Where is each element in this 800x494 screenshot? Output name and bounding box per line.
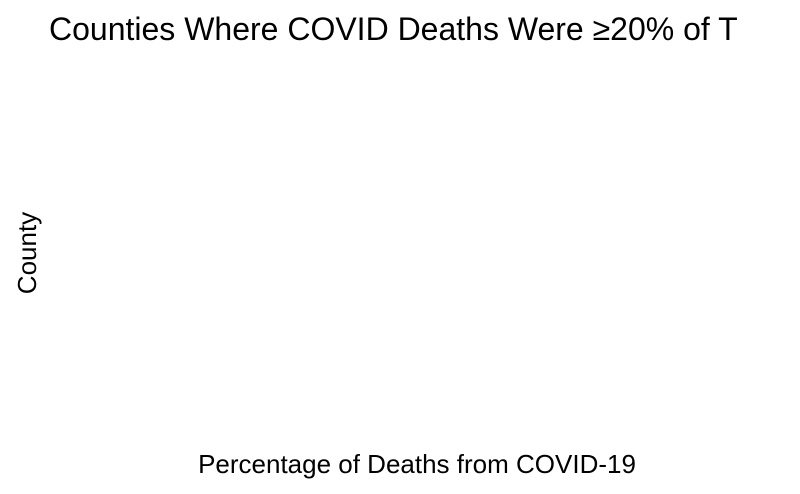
y-axis-label: County — [12, 211, 42, 295]
plot-area — [60, 60, 780, 440]
plot-canvas — [60, 60, 780, 440]
chart-title: Counties Where COVID Deaths Were ≥20% of… — [49, 11, 738, 47]
x-axis-label: Percentage of Deaths from COVID-19 — [198, 449, 636, 479]
